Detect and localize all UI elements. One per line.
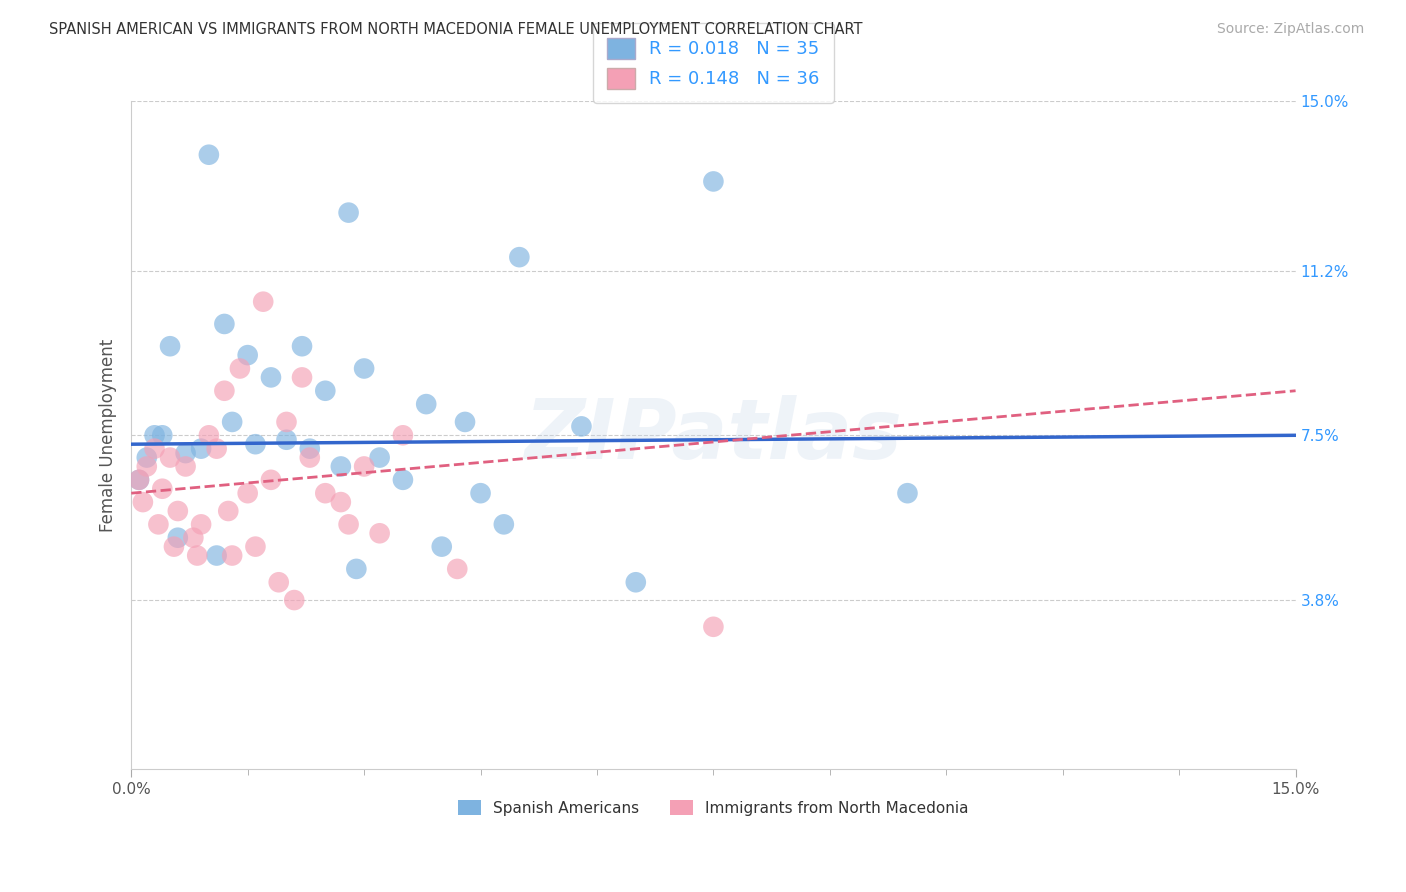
Point	[135, 459, 157, 474]
Point	[492, 517, 515, 532]
Point	[214, 317, 236, 331]
Point	[337, 205, 360, 219]
Point	[702, 620, 724, 634]
Point	[163, 540, 186, 554]
Y-axis label: Female Unemployment: Female Unemployment	[100, 339, 117, 532]
Point	[221, 549, 243, 563]
Point	[454, 415, 477, 429]
Point	[252, 294, 274, 309]
Point	[392, 428, 415, 442]
Point	[624, 575, 647, 590]
Point	[276, 433, 298, 447]
Point	[166, 531, 188, 545]
Point	[291, 339, 314, 353]
Point	[368, 450, 391, 465]
Point	[135, 450, 157, 465]
Point	[166, 504, 188, 518]
Point	[260, 473, 283, 487]
Point	[198, 428, 221, 442]
Point	[190, 517, 212, 532]
Legend: Spanish Americans, Immigrants from North Macedonia: Spanish Americans, Immigrants from North…	[453, 794, 974, 822]
Point	[470, 486, 492, 500]
Point	[283, 593, 305, 607]
Point	[337, 517, 360, 532]
Point	[143, 442, 166, 456]
Point	[221, 415, 243, 429]
Point	[446, 562, 468, 576]
Point	[291, 370, 314, 384]
Point	[174, 459, 197, 474]
Point	[205, 549, 228, 563]
Point	[298, 442, 321, 456]
Point	[415, 397, 437, 411]
Text: SPANISH AMERICAN VS IMMIGRANTS FROM NORTH MACEDONIA FEMALE UNEMPLOYMENT CORRELAT: SPANISH AMERICAN VS IMMIGRANTS FROM NORT…	[49, 22, 863, 37]
Point	[159, 450, 181, 465]
Point	[174, 446, 197, 460]
Point	[276, 415, 298, 429]
Point	[205, 442, 228, 456]
Point	[245, 540, 267, 554]
Point	[198, 147, 221, 161]
Text: ZIPatlas: ZIPatlas	[524, 395, 903, 475]
Point	[159, 339, 181, 353]
Point	[217, 504, 239, 518]
Point	[267, 575, 290, 590]
Point	[143, 428, 166, 442]
Point	[571, 419, 593, 434]
Point	[186, 549, 208, 563]
Point	[508, 250, 530, 264]
Point	[260, 370, 283, 384]
Point	[229, 361, 252, 376]
Point	[896, 486, 918, 500]
Point	[236, 486, 259, 500]
Point	[128, 473, 150, 487]
Point	[148, 517, 170, 532]
Point	[353, 361, 375, 376]
Point	[150, 482, 173, 496]
Point	[314, 486, 336, 500]
Point	[353, 459, 375, 474]
Point	[430, 540, 453, 554]
Point	[190, 442, 212, 456]
Point	[392, 473, 415, 487]
Point	[236, 348, 259, 362]
Point	[329, 459, 352, 474]
Point	[368, 526, 391, 541]
Point	[702, 174, 724, 188]
Point	[344, 562, 367, 576]
Point	[245, 437, 267, 451]
Text: Source: ZipAtlas.com: Source: ZipAtlas.com	[1216, 22, 1364, 37]
Point	[128, 473, 150, 487]
Point	[298, 450, 321, 465]
Point	[314, 384, 336, 398]
Point	[329, 495, 352, 509]
Point	[214, 384, 236, 398]
Point	[150, 428, 173, 442]
Point	[132, 495, 155, 509]
Point	[183, 531, 205, 545]
